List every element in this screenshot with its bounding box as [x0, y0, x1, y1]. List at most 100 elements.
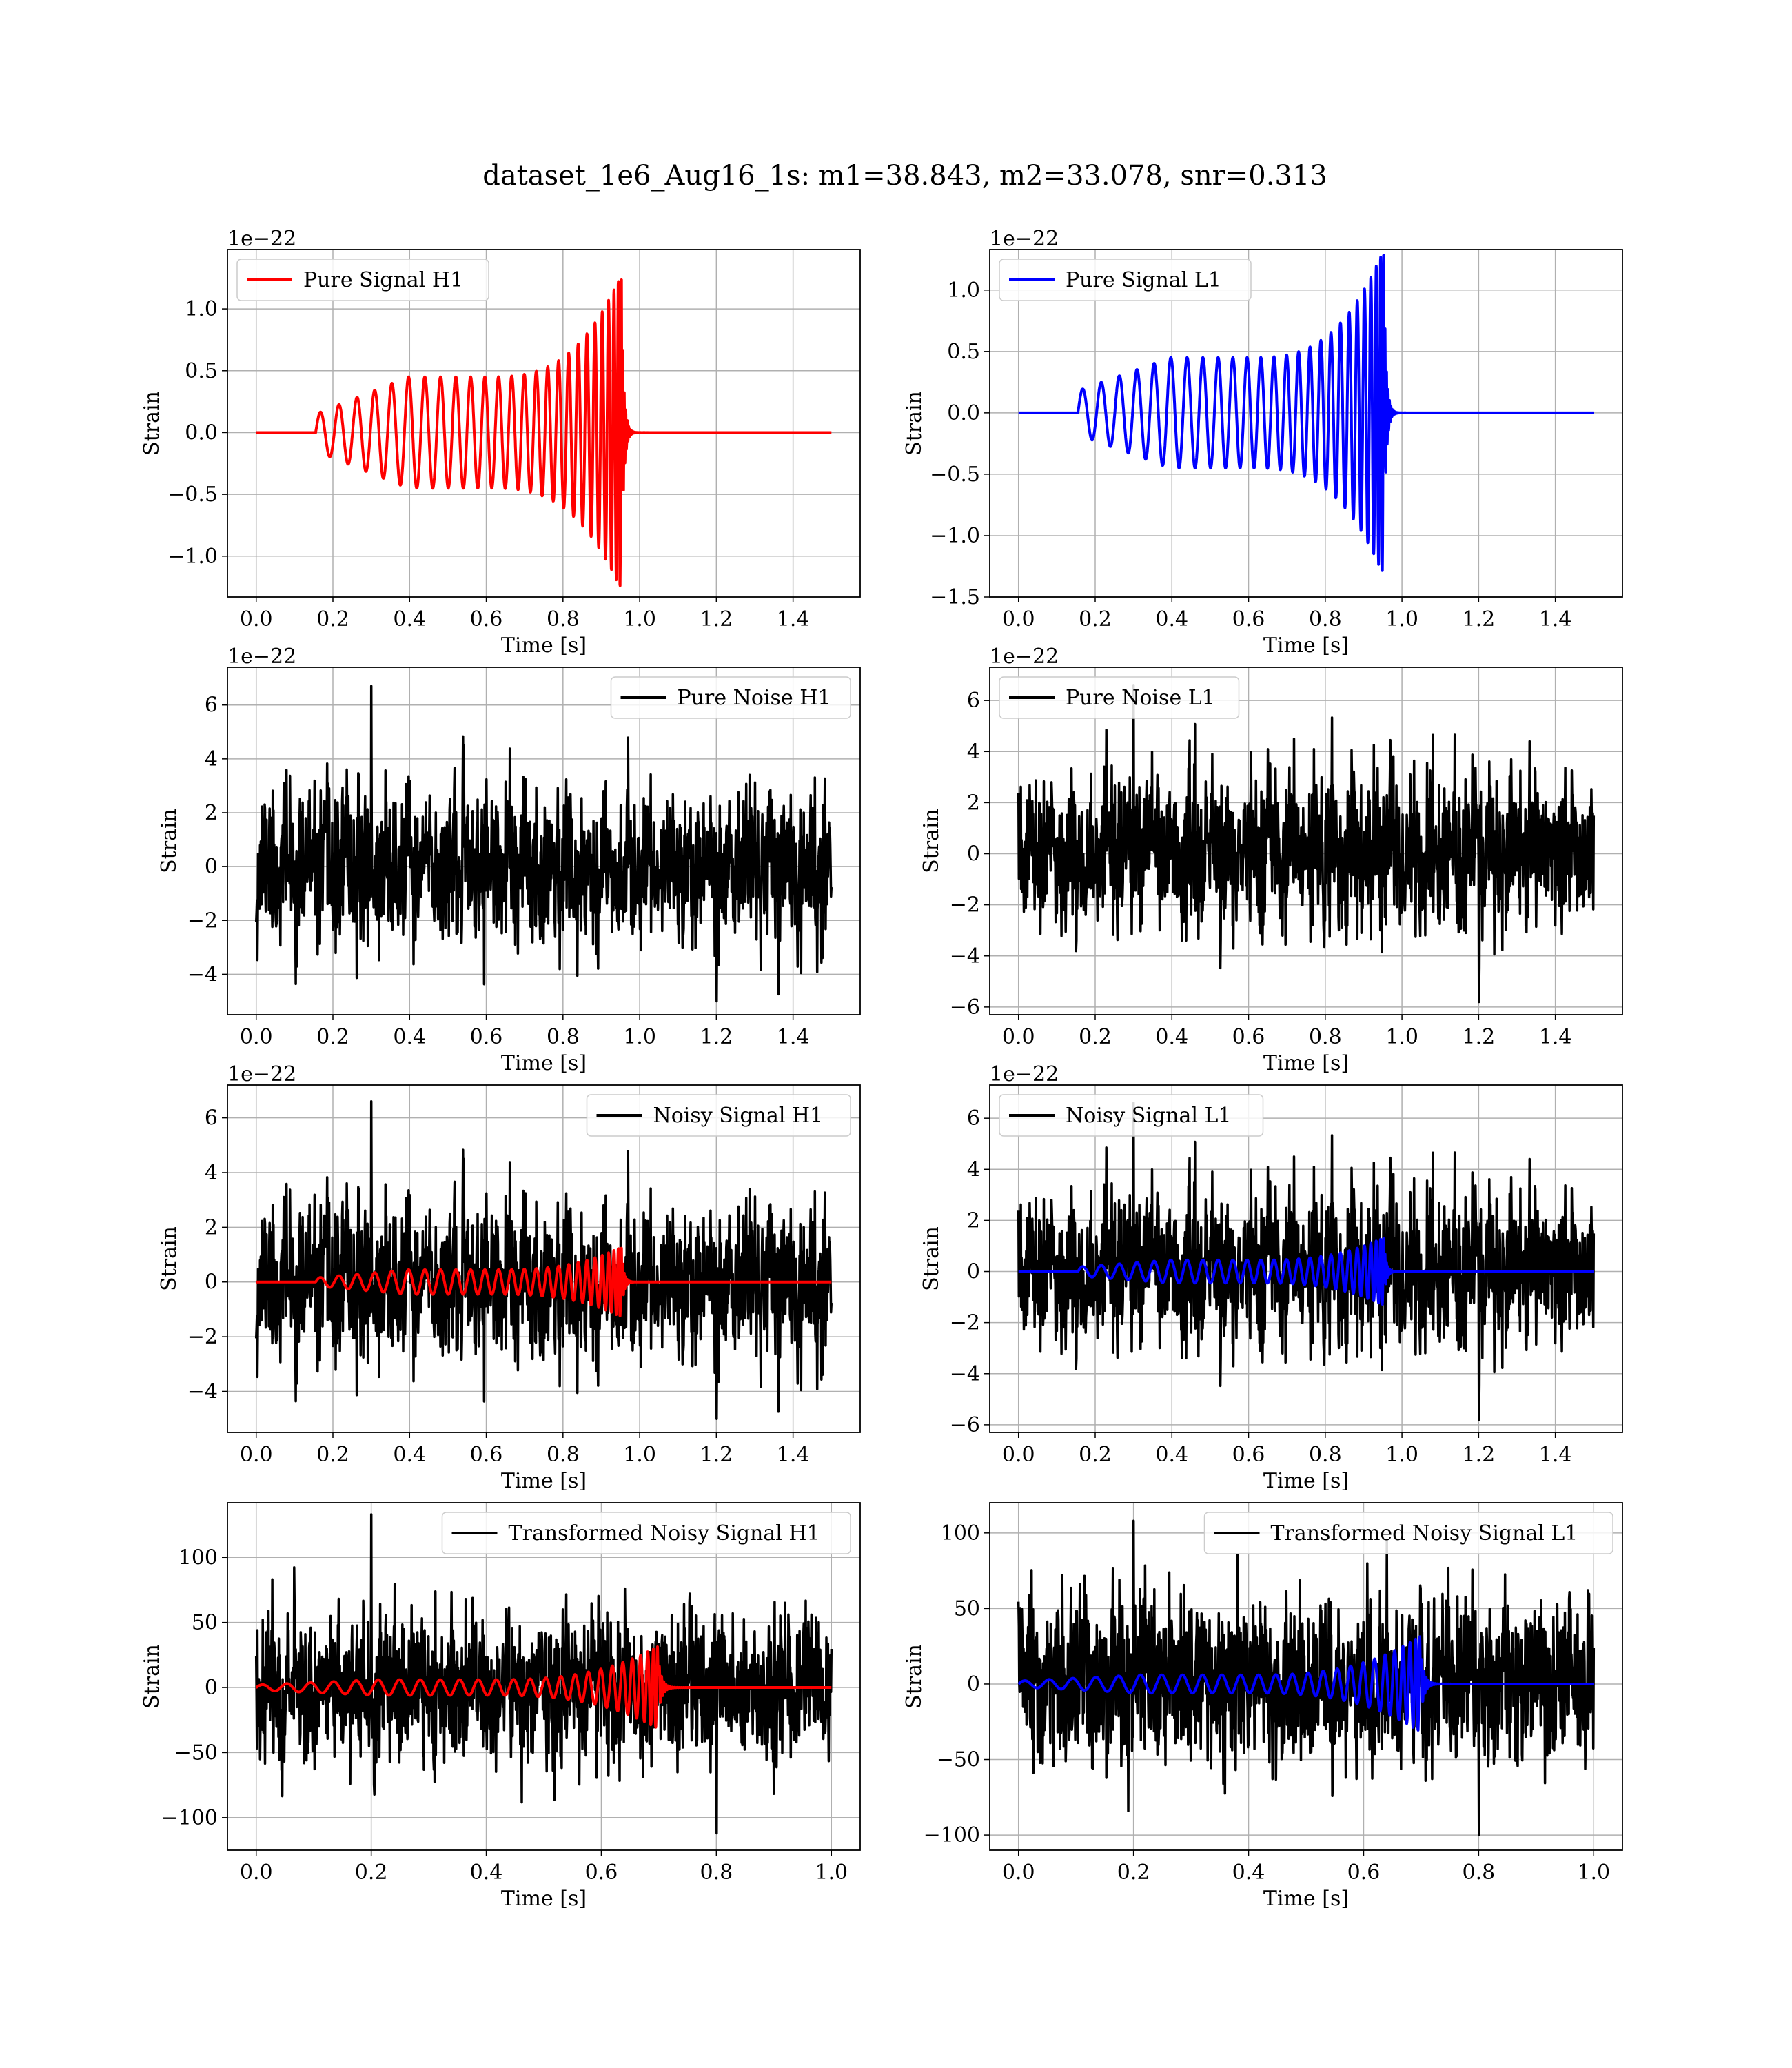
panel-transformed-noisy-signal-l1: 0.0 0.2 0.4 0.6 0.8 1.0 −100 −50 0 50 100 Time [s] S…: [902, 1502, 1623, 1911]
x-tick-label: 1.2: [700, 1025, 733, 1049]
series-line-noise: [1017, 1519, 1596, 1836]
y-tick-label: 6: [967, 689, 980, 713]
x-tick-label: 1.0: [1577, 1861, 1610, 1885]
x-tick-label: 0.4: [1155, 607, 1188, 631]
legend: Transformed Noisy Signal H1: [441, 1512, 851, 1554]
series-line-noise: [254, 1100, 833, 1420]
legend-label: Pure Noise H1: [678, 686, 831, 710]
panel-noisy-signal-l1: 0.0 0.2 0.4 0.6 0.8 1.0 1.2 1.4 −6 −4 −2 0 2 4 6 Time […: [919, 1062, 1623, 1493]
x-tick-label: 0.0: [240, 1025, 273, 1049]
series-line-chirp: [255, 278, 833, 587]
x-axis-label: Time [s]: [501, 1051, 587, 1075]
panel-noisy-signal-h1: 0.0 0.2 0.4 0.6 0.8 1.0 1.2 1.4 −4 −2 0 2 4 6 Time [s]…: [157, 1062, 861, 1493]
x-tick-label: 0.0: [240, 607, 273, 631]
y-tick-label: 0.0: [185, 420, 218, 445]
x-tick-label: 0.8: [1309, 1025, 1342, 1049]
series-line-noise: [254, 685, 833, 1003]
y-axis-label: Strain: [140, 391, 164, 456]
x-tick-label: 0.4: [470, 1861, 503, 1885]
y-tick-label: −4: [950, 1362, 980, 1386]
x-axis-label: Time [s]: [1263, 1051, 1349, 1075]
x-tick-label: 0.2: [355, 1861, 388, 1885]
legend-box: [1203, 1512, 1613, 1554]
x-tick-label: 0.6: [1347, 1861, 1381, 1885]
legend: Pure Signal L1: [999, 258, 1252, 301]
legend: Pure Noise L1: [999, 676, 1240, 719]
series-line-chirp: [1017, 1635, 1595, 1732]
x-tick-label: 1.4: [777, 1443, 810, 1467]
x-tick-label: 0.4: [1232, 1861, 1265, 1885]
y-tick-label: 4: [205, 747, 218, 771]
legend-box: [999, 1094, 1264, 1137]
legend-box: [586, 1094, 851, 1137]
legend-label: Transformed Noisy Signal L1: [1271, 1521, 1578, 1545]
x-tick-label: 0.0: [240, 1443, 273, 1467]
axes-frame: [989, 1502, 1623, 1851]
x-tick-label: 0.6: [1232, 1443, 1265, 1467]
y-offset-text: 1e−22: [990, 227, 1059, 251]
legend-label: Pure Signal L1: [1066, 268, 1221, 292]
y-tick-label: −2: [950, 1311, 980, 1335]
y-tick-label: 0: [967, 1260, 980, 1284]
x-tick-label: 0.8: [547, 1443, 580, 1467]
series-line-chirp: [255, 1645, 833, 1729]
y-tick-label: 1.0: [185, 297, 218, 321]
x-tick-label: 0.4: [393, 1025, 426, 1049]
y-tick-label: −0.5: [930, 463, 980, 487]
y-tick-label: 0.5: [185, 359, 218, 383]
y-axis-label: Strain: [902, 1644, 926, 1709]
y-tick-label: 4: [205, 1161, 218, 1185]
x-tick-label: 0.4: [1155, 1025, 1188, 1049]
x-axis-label: Time [s]: [1263, 633, 1349, 658]
y-tick-label: −4: [187, 1379, 218, 1403]
panel-pure-noise-l1: 0.0 0.2 0.4 0.6 0.8 1.0 1.2 1.4 −6 −4 −2 0 2 4 6 Time […: [919, 645, 1623, 1075]
x-tick-label: 1.0: [1385, 607, 1418, 631]
x-tick-label: 0.4: [393, 607, 426, 631]
panel-transformed-noisy-signal-h1: 0.0 0.2 0.4 0.6 0.8 1.0 −100 −50 0 50 100 Time [s] S…: [140, 1502, 861, 1911]
series-line-noise: [1017, 684, 1596, 1004]
y-tick-label: −1.0: [167, 545, 218, 569]
x-tick-label: 0.0: [1002, 1861, 1035, 1885]
y-tick-label: 0.0: [947, 401, 980, 425]
y-offset-text: 1e−22: [990, 645, 1059, 669]
y-tick-label: −4: [950, 944, 980, 969]
x-tick-label: 1.4: [777, 1025, 810, 1049]
y-axis-label: Strain: [157, 809, 181, 873]
x-tick-label: 0.8: [1463, 1861, 1496, 1885]
y-tick-label: 1.0: [947, 278, 980, 303]
axes-frame: [227, 667, 861, 1015]
series-line-chirp: [1017, 1237, 1595, 1306]
y-offset-text: 1e−22: [227, 645, 296, 669]
axes-frame: [989, 667, 1623, 1015]
x-axis-label: Time [s]: [501, 1469, 587, 1493]
x-tick-label: 1.2: [700, 607, 733, 631]
x-tick-label: 1.2: [700, 1443, 733, 1467]
x-tick-label: 1.0: [1385, 1443, 1418, 1467]
y-axis-label: Strain: [902, 391, 926, 456]
legend-label: Pure Signal H1: [303, 268, 463, 292]
y-offset-text: 1e−22: [990, 1062, 1059, 1086]
x-tick-label: 0.6: [470, 1025, 503, 1049]
x-tick-label: 0.6: [470, 1443, 503, 1467]
legend: Pure Signal H1: [236, 258, 489, 301]
y-tick-label: −50: [174, 1741, 218, 1765]
x-tick-label: 0.0: [240, 1861, 273, 1885]
panel-pure-signal-l1: 0.0 0.2 0.4 0.6 0.8 1.0 1.2 1.4 −1.5 −1.0 −0.5 0.0 0…: [902, 227, 1623, 658]
series-line-noise: [254, 1513, 833, 1835]
axes-frame: [989, 249, 1623, 598]
panels: 0.0 0.2 0.4 0.6 0.8 1.0 1.2 1.4 −1.0 −0.5 0.0 0.5 1.…: [140, 227, 1623, 1911]
y-tick-label: 0: [967, 842, 980, 866]
axes-frame: [227, 1084, 861, 1433]
x-tick-label: 0.2: [1117, 1861, 1150, 1885]
series-line-chirp: [1017, 254, 1595, 572]
x-tick-label: 1.0: [623, 1443, 656, 1467]
x-tick-label: 1.4: [1539, 1443, 1572, 1467]
y-tick-label: 0: [205, 1676, 218, 1700]
y-tick-label: −1.5: [930, 585, 980, 609]
y-tick-label: −1.0: [930, 524, 980, 548]
y-axis-label: Strain: [157, 1226, 181, 1291]
x-tick-label: 1.2: [1463, 1025, 1496, 1049]
legend: Pure Noise H1: [610, 676, 851, 719]
x-tick-label: 1.0: [623, 1025, 656, 1049]
